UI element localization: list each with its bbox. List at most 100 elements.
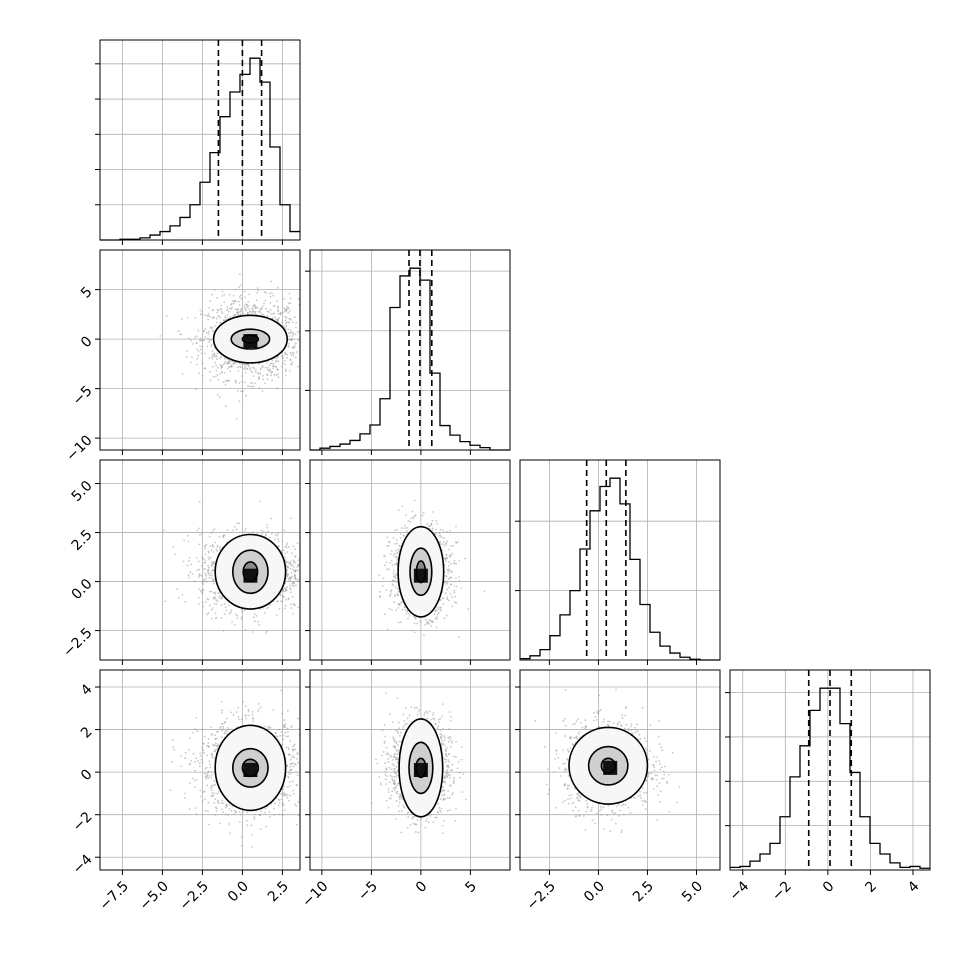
scatter-point [259,608,262,611]
scatter-point [205,575,208,577]
scatter-point [222,629,225,632]
scatter-point [277,728,280,731]
scatter-point [283,298,286,300]
scatter-point [311,551,313,553]
scatter-point [235,311,238,314]
scatter-point [455,576,457,579]
scatter-point [224,361,227,363]
scatter-point [394,575,397,578]
scatter-point [394,577,397,580]
scatter-point [317,579,319,581]
contour-line [212,314,288,364]
scatter-point [244,303,247,306]
scatter-point [443,544,446,547]
scatter-point [216,546,219,549]
scatter-point [300,578,302,580]
scatter-point [442,529,445,532]
scatter-point [437,608,440,611]
scatter-point [211,329,214,332]
scatter-point [197,350,200,352]
scatter-point [464,557,467,560]
scatter-point [287,561,290,564]
scatter-point [247,385,249,388]
scatter-point [244,705,247,708]
scatter-point [281,804,284,807]
scatter-point [195,716,198,719]
scatter-point [258,310,261,313]
scatter-point [211,561,213,564]
scatter-point [297,564,300,567]
scatter-point [211,577,214,579]
scatter-point [265,630,268,633]
scatter-point [455,585,458,588]
scatter-point [230,303,232,306]
scatter-point [443,556,446,559]
scatter-point [212,551,215,553]
scatter-point [211,607,214,610]
scatter-point [285,374,287,377]
scatter-point [214,592,217,595]
scatter-point [224,380,227,382]
scatter-point [174,553,177,556]
scatter-point [208,357,211,359]
scatter-point [447,571,449,574]
scatter-point [233,362,236,365]
contour-line [242,561,259,583]
scatter-point [428,525,430,528]
scatter-point [211,350,214,353]
scatter-point [307,579,309,581]
scatter-point [229,360,232,363]
scatter-point [289,740,291,743]
scatter-point [257,378,260,381]
scatter-point [287,578,290,580]
scatter-point [413,615,415,618]
scatter-point [217,592,219,595]
scatter-point [302,759,304,761]
scatter-point [184,792,187,795]
scatter-point [242,312,245,315]
scatter-point [255,299,258,302]
scatter-point [287,328,290,331]
scatter-point [201,374,204,377]
scatter-point [253,613,256,616]
scatter-point [395,574,398,576]
scatter-point [233,623,236,626]
scatter-point [277,532,279,535]
scatter-point [210,784,213,787]
scatter-point [289,562,291,565]
scatter-point [238,311,241,314]
scatter-point [412,515,415,518]
scatter-point [264,291,267,294]
scatter-point [284,607,286,610]
scatter-point [455,601,458,604]
scatter-point [458,579,461,582]
scatter-point [211,309,214,312]
scatter-point [394,595,396,598]
scatter-point [227,310,230,313]
panel-frame [309,459,511,661]
scatter-point [273,538,276,541]
scatter-point [200,574,203,577]
scatter-point [281,312,284,314]
scatter-point [199,309,202,311]
scatter-point [186,534,189,537]
scatter-point [237,313,240,316]
scatter-point [284,322,287,325]
scatter-point [293,565,295,568]
scatter-point [444,560,447,563]
scatter-point [453,559,456,562]
scatter-point [219,545,221,548]
scatter-point [281,357,284,360]
scatter-point [246,306,249,309]
scatter-point [209,572,212,574]
scatter-point [270,374,272,377]
scatter-point [389,590,392,593]
scatter-point [255,306,257,309]
scatter-point [439,540,441,543]
scatter-point [303,583,305,585]
scatter-point [246,368,249,370]
scatter-point [313,572,315,574]
scatter-point [208,577,211,579]
scatter-point [264,382,266,385]
scatter-point [210,776,213,779]
